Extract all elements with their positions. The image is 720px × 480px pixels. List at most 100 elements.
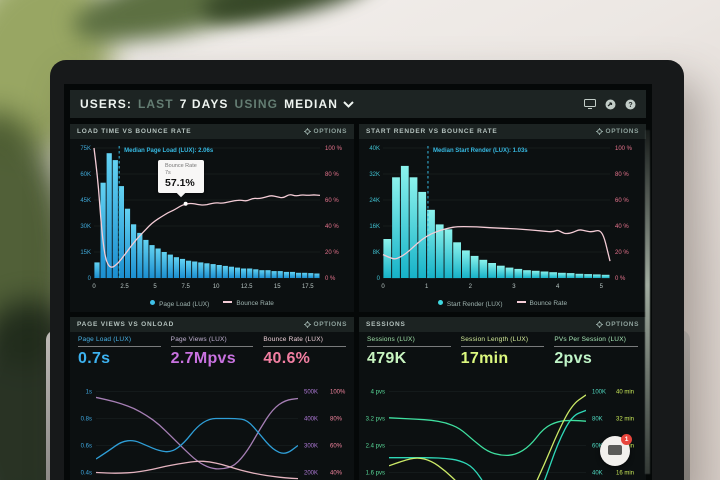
panel-title: SESSIONS — [366, 321, 406, 328]
options-button[interactable]: OPTIONS — [595, 128, 639, 135]
svg-text:60 %: 60 % — [615, 198, 629, 204]
svg-text:0 %: 0 % — [615, 276, 626, 282]
svg-text:400K: 400K — [304, 417, 318, 423]
options-button[interactable]: OPTIONS — [303, 128, 347, 135]
svg-text:Median Page Load (LUX): 2.06s: Median Page Load (LUX): 2.06s — [124, 148, 214, 154]
svg-text:40 %: 40 % — [325, 224, 339, 230]
svg-text:80%: 80% — [330, 417, 343, 423]
load-time-chart-area: 75K 60K 45K 30K 15K 0 100 % 80 % 60 % 40 % 20 % 0 %… — [70, 139, 354, 296]
line-legend-dash — [223, 301, 233, 303]
options-button[interactable]: OPTIONS — [595, 321, 639, 328]
chat-icon — [608, 445, 622, 455]
median-dropdown[interactable]: MEDIAN — [284, 97, 354, 111]
svg-text:4 pvs: 4 pvs — [371, 390, 385, 396]
svg-text:12.5: 12.5 — [241, 284, 253, 290]
chat-widget-button[interactable]: 1 — [600, 434, 632, 466]
laptop-bezel: USERS: LAST 7 DAYS USING MEDIAN — [50, 60, 684, 480]
svg-text:5: 5 — [600, 284, 604, 290]
panel-header: LOAD TIME VS BOUNCE RATE OPTIONS — [70, 124, 354, 139]
panel-title: PAGE VIEWS VS ONLOAD — [77, 321, 175, 328]
metric-session-length: Session Length (LUX) 17min — [460, 336, 545, 368]
svg-text:40K: 40K — [592, 471, 603, 477]
svg-text:16K: 16K — [369, 224, 380, 230]
panel-header: PAGE VIEWS VS ONLOAD OPTIONS — [70, 317, 354, 332]
header-icons: ? — [584, 99, 636, 110]
svg-text:60 %: 60 % — [325, 198, 339, 204]
svg-text:1: 1 — [425, 284, 429, 290]
svg-text:3.2 pvs: 3.2 pvs — [366, 417, 385, 423]
panel-header: START RENDER VS BOUNCE RATE OPTIONS — [359, 124, 646, 139]
help-icon[interactable]: ? — [625, 99, 636, 110]
svg-text:10: 10 — [213, 284, 220, 290]
svg-text:7.5: 7.5 — [181, 284, 190, 290]
plant-leaf — [197, 0, 383, 34]
title-last: LAST — [137, 97, 174, 111]
sessions-chart[interactable]: 4 pvs 100K 40 min 3.2 pvs 80K 32 min 2.4 pvs 60… — [359, 370, 644, 480]
svg-text:80K: 80K — [592, 417, 603, 423]
svg-text:100K: 100K — [592, 390, 606, 396]
svg-text:200K: 200K — [304, 471, 318, 477]
panel-header: SESSIONS OPTIONS — [359, 317, 646, 332]
bar-legend-dot — [437, 299, 443, 305]
chart-legend: Start Render (LUX) Bounce Rate — [359, 296, 646, 311]
start-render-chart-area: 40K 32K 24K 16K 8K 0 100 % 80 % 60 % 40 % 20 % 0 % 0… — [359, 139, 646, 296]
svg-text:?: ? — [628, 102, 632, 109]
svg-text:Median Start Render (LUX): 1.0: Median Start Render (LUX): 1.03s — [433, 148, 528, 154]
svg-text:0.8s: 0.8s — [81, 417, 92, 423]
svg-text:500K: 500K — [304, 390, 318, 396]
svg-text:1s: 1s — [86, 390, 92, 396]
title-range: 7 DAYS — [179, 97, 229, 111]
chevron-down-icon — [343, 100, 354, 108]
title-using: USING — [234, 97, 279, 111]
dashboard-header: USERS: LAST 7 DAYS USING MEDIAN — [70, 90, 646, 118]
page-views-chart-area: 1s 500K 100% 0.8s 400K 80% 0.6s 300K 60% 0.4s 200K… — [70, 370, 354, 480]
svg-text:0.4s: 0.4s — [81, 471, 92, 477]
gear-icon — [595, 128, 603, 135]
metric-bounce-rate: Bounce Rate (LUX) 40.6% — [263, 336, 347, 368]
metrics-row: Sessions (LUX) 479K Session Length (LUX)… — [359, 332, 646, 370]
svg-text:24K: 24K — [369, 198, 380, 204]
chart-tooltip: Bounce Rate 7s 57.1% — [158, 160, 204, 193]
metric-pvs-per-session: PVs Per Session (LUX) 2pvs — [554, 336, 639, 368]
svg-text:60K: 60K — [592, 444, 603, 450]
start-render-chart[interactable]: 40K 32K 24K 16K 8K 0 100 % 80 % 60 % 40 % 20 % 0 % 0… — [359, 139, 644, 291]
svg-text:100 %: 100 % — [615, 146, 633, 152]
svg-text:0: 0 — [377, 276, 381, 282]
svg-text:2.4 pvs: 2.4 pvs — [366, 444, 385, 450]
display-icon[interactable] — [584, 99, 596, 109]
metric-sessions: Sessions (LUX) 479K — [367, 336, 451, 368]
svg-text:16 min: 16 min — [616, 471, 634, 477]
share-icon[interactable] — [605, 99, 616, 110]
svg-text:32 min: 32 min — [616, 417, 634, 423]
panel-start-render: START RENDER VS BOUNCE RATE OPTIONS 40K 3… — [359, 124, 646, 312]
bar-legend-dot — [150, 299, 156, 305]
screen-reflection — [645, 130, 650, 474]
svg-text:5: 5 — [153, 284, 157, 290]
svg-text:20 %: 20 % — [325, 250, 339, 256]
page-views-chart[interactable]: 1s 500K 100% 0.8s 400K 80% 0.6s 300K 60% 0.4s 200K… — [70, 370, 352, 480]
panel-load-time: LOAD TIME VS BOUNCE RATE OPTIONS 75K 60K 4… — [70, 124, 354, 312]
chart-legend: Page Load (LUX) Bounce Rate — [70, 296, 354, 311]
svg-text:75K: 75K — [80, 146, 91, 152]
svg-text:15K: 15K — [80, 250, 91, 256]
load-time-chart[interactable]: 75K 60K 45K 30K 15K 0 100 % 80 % 60 % 40 % 20 % 0 %… — [70, 139, 352, 291]
svg-text:2: 2 — [469, 284, 473, 290]
svg-text:80 %: 80 % — [615, 172, 629, 178]
svg-text:300K: 300K — [304, 444, 318, 450]
panel-grid: LOAD TIME VS BOUNCE RATE OPTIONS 75K 60K 4… — [70, 124, 646, 480]
svg-text:40 min: 40 min — [616, 390, 634, 396]
options-button[interactable]: OPTIONS — [303, 321, 347, 328]
panel-sessions: SESSIONS OPTIONS Sessions (LUX) 4 — [359, 317, 646, 480]
svg-text:2.5: 2.5 — [120, 284, 129, 290]
svg-text:60K: 60K — [80, 172, 91, 178]
svg-text:40%: 40% — [330, 471, 343, 477]
svg-text:3: 3 — [512, 284, 516, 290]
metrics-row: Page Load (LUX) 0.7s Page Views (LUX) 2.… — [70, 332, 354, 370]
svg-text:0 %: 0 % — [325, 276, 336, 282]
panel-title: LOAD TIME VS BOUNCE RATE — [77, 128, 192, 135]
line-legend-dash — [516, 301, 526, 303]
svg-text:100%: 100% — [330, 390, 346, 396]
svg-text:1.6 pvs: 1.6 pvs — [366, 471, 385, 477]
title-users: USERS: — [80, 97, 132, 111]
